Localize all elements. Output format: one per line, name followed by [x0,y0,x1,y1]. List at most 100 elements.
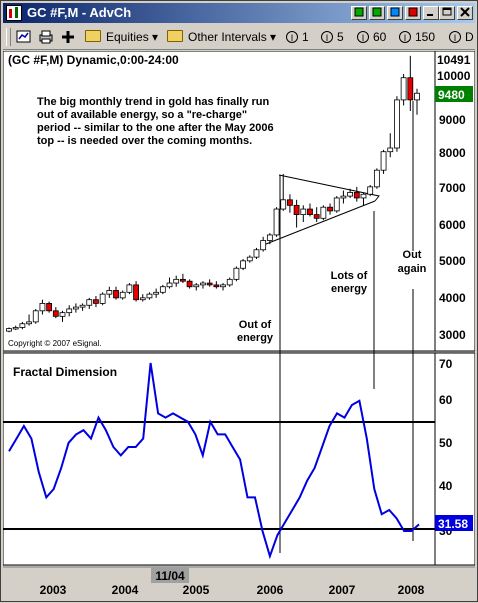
interval-button-60[interactable]: I 60 [357,28,386,46]
lots-of-energy-label: Lots of [331,270,368,282]
interval-icon: I [357,31,369,43]
candle-body [7,329,12,332]
candle-body [368,187,373,194]
annotation-line: top -- is needed over the coming months. [37,135,252,147]
annotation-text: The big monthly trend in gold has finall… [37,96,277,147]
interval-label: 5 [337,30,344,44]
candle-body [93,300,98,304]
candle-body [60,313,65,317]
minimize-icon[interactable] [423,6,439,20]
interval-label: 1 [302,30,309,44]
chevron-down-icon: ▾ [152,30,158,44]
interval-icon: I [399,31,411,43]
maximize-icon[interactable] [439,6,455,20]
print-icon[interactable] [37,28,55,46]
price-tick-label: 8000 [439,146,466,160]
candle-body [40,303,45,310]
time-tick-label: 2004 [112,583,139,597]
time-tick-label: 2007 [329,583,356,597]
candle-body [321,207,326,218]
window-option-a-icon[interactable] [351,6,367,20]
toolbar-grip[interactable] [6,28,11,46]
candle-body [187,281,192,287]
time-tick-label: 2006 [257,583,284,597]
candle-body [167,283,172,287]
price-tick-label: 6000 [439,218,466,232]
candle-body [234,268,239,279]
chart-properties-icon[interactable] [15,28,33,46]
window-option-d-icon[interactable] [405,6,421,20]
symbol-label: (GC #F,M) Dynamic,0:00-24:00 [8,53,179,67]
candle-body [314,215,319,219]
candle-body [87,300,92,306]
candle-body [274,209,279,235]
candle-body [114,290,119,297]
annotation-line: out of available energy, so a "re-charge… [37,109,247,121]
candle-body [294,205,299,214]
candle-body [354,192,359,198]
candle-body [307,209,312,215]
interval-button-150[interactable]: I 150 [399,28,435,46]
candle-body [301,209,306,215]
candle-body [227,279,232,285]
chart-canvas[interactable]: (GC #F,M) Dynamic,0:00-24:00 Copyright ©… [3,51,475,599]
fractal-tick-label: 40 [439,479,453,493]
price-top-label: 10491 [437,53,471,67]
price-tick-label: 5000 [439,254,466,268]
price-axis-top-tick: 10000 [437,69,471,83]
equities-label: Equities [106,30,149,44]
candle-body [194,285,199,287]
candle-body [200,283,205,285]
candle-body [247,257,252,261]
price-tick-label: 3000 [439,328,466,342]
window-option-c-icon[interactable] [387,6,403,20]
window-title: GC #F,M - AdvCh [27,5,131,20]
out-of-energy-label: energy [237,332,274,344]
chart-area[interactable]: (GC #F,M) Dynamic,0:00-24:00 Copyright ©… [3,51,475,599]
candle-body [207,283,212,285]
candle-body [13,327,18,329]
price-tick-label: 4000 [439,291,466,305]
close-icon[interactable] [457,6,473,20]
time-tick-label: 2003 [40,583,67,597]
other-intervals-button[interactable]: Other Intervals ▾ [167,28,276,46]
candle-body [381,152,386,171]
fractal-tick-label: 60 [439,393,453,407]
candle-body [214,285,219,287]
candle-body [180,279,185,281]
candle-body [33,311,38,322]
candle-body [160,287,165,293]
candle-body [127,285,132,292]
candle-body [147,294,152,298]
out-again-label: again [398,263,427,275]
candle-body [374,170,379,187]
candle-body [267,235,272,241]
candle-body [341,196,346,198]
fractal-tick-label: 50 [439,436,453,450]
candle-body [80,305,85,307]
candle-body [47,303,52,310]
candle-body [73,307,78,309]
fractal-last-label: 31.58 [438,517,468,531]
candle-body [120,292,125,298]
title-bar[interactable]: GC #F,M - AdvCh [3,3,475,23]
chevron-down-icon: ▾ [270,30,276,44]
lots-of-energy-label: energy [331,283,368,295]
app-chart-icon [6,5,22,21]
out-of-energy-label: Out of [239,319,272,331]
candle-body [328,207,333,211]
candle-body [174,279,179,283]
interval-icon: I [286,31,298,43]
annotation-line: The big monthly trend in gold has finall… [37,96,270,108]
add-icon[interactable] [61,28,75,46]
equities-button[interactable]: Equities ▾ [85,28,158,46]
candle-body [134,285,139,300]
interval-icon: I [321,31,333,43]
candle-body [401,78,406,100]
window-option-b-icon[interactable] [369,6,385,20]
candle-body [287,200,292,206]
